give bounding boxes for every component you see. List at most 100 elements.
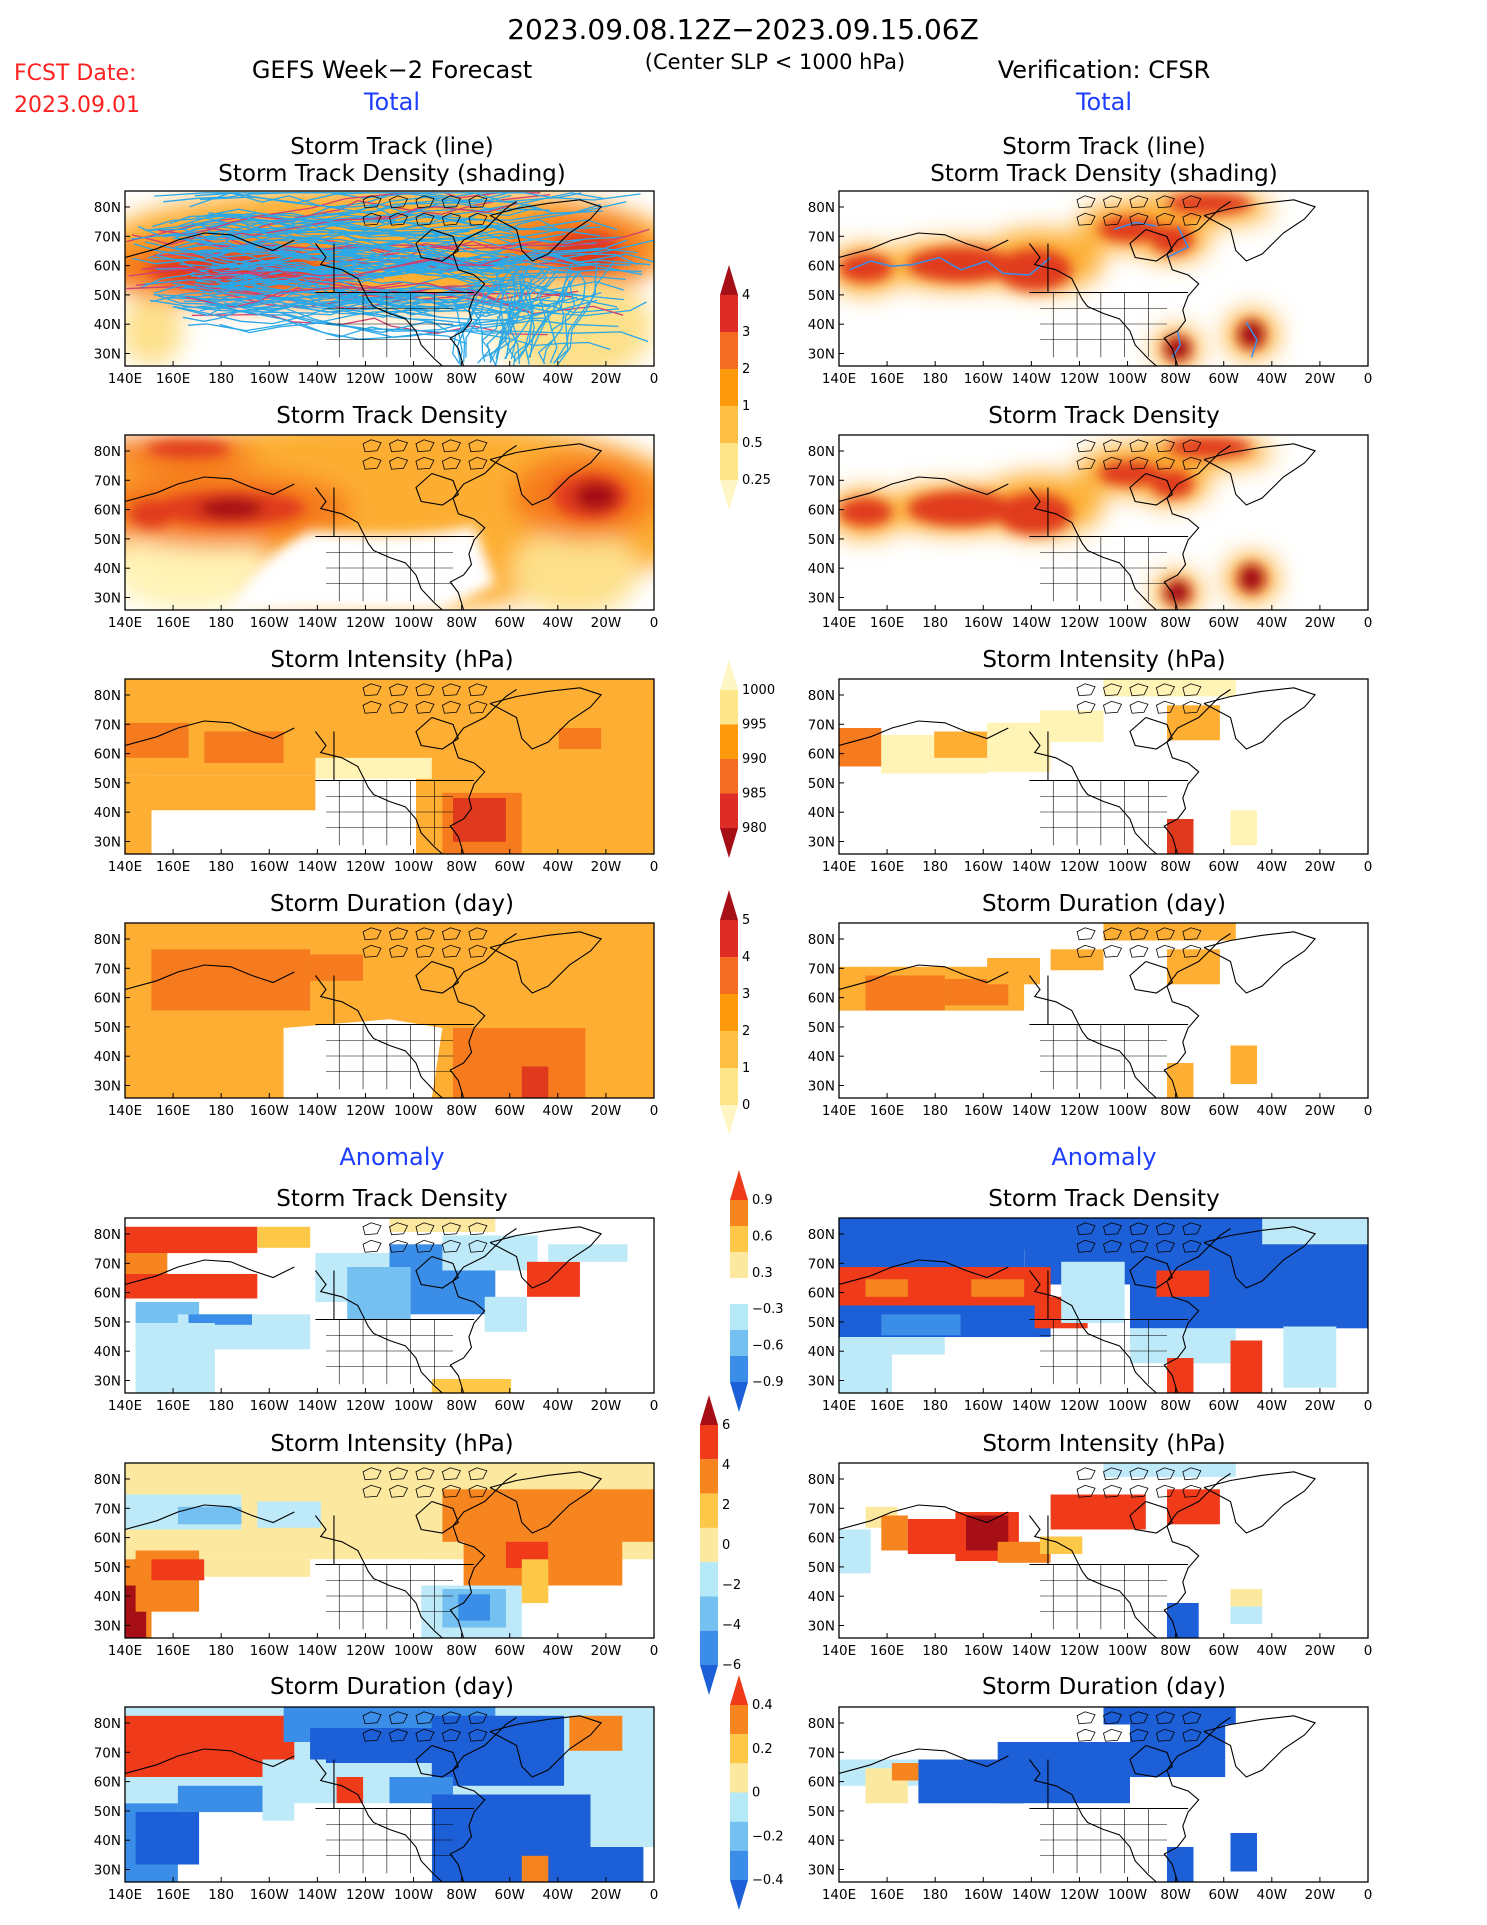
map-panels: 140E 160E 180 160W 140W 120W 100W 80W 60W 40W 20W 0… — [94, 190, 1373, 1903]
y-tick-label: 60N — [94, 1775, 121, 1791]
colorbar-label: 980 — [742, 821, 767, 836]
map-panel-td-gefs: 140E 160E 180 160W 140W 120W 100W 80W 60W 40W 20W 0… — [94, 434, 658, 631]
island-outline — [415, 1711, 435, 1725]
x-tick-label: 160E — [156, 1103, 190, 1119]
island-outline — [1129, 1222, 1149, 1236]
colorbar-segment — [720, 1068, 738, 1105]
colorbar-segment — [730, 1304, 748, 1330]
x-tick-label: 0 — [1364, 1398, 1373, 1414]
shade-cell — [521, 1559, 549, 1604]
y-tick-label: 50N — [808, 1560, 835, 1576]
x-tick-label: 60W — [494, 1887, 525, 1903]
axes: 140E 160E 180 160W 140W 120W 100W 80W 60W 40W 20W 0… — [94, 678, 658, 875]
island-outline — [1155, 195, 1175, 209]
x-tick-label: 120W — [346, 1887, 385, 1903]
island-outline — [1103, 456, 1123, 470]
map-panel-ai-gefs: 140E 160E 180 160W 140W 120W 100W 80W 60W 40W 20W 0… — [94, 1462, 658, 1659]
y-tick-label: 60N — [808, 1775, 835, 1791]
island-outline — [362, 683, 382, 697]
x-tick-label: 100W — [1108, 1103, 1147, 1119]
y-tick-label: 70N — [808, 229, 835, 245]
panel-frame — [838, 1217, 1369, 1394]
island-outline — [362, 700, 382, 714]
y-tick-label: 80N — [94, 1472, 121, 1488]
state-grid — [1040, 1808, 1167, 1874]
island-outline — [1076, 1484, 1096, 1498]
x-tick-label: 120W — [1060, 1398, 1099, 1414]
panel-content — [125, 435, 654, 610]
x-tick-label: 120W — [346, 615, 385, 631]
colorbar-label: 0 — [752, 1786, 760, 1801]
colorbar-label: 2 — [742, 362, 750, 377]
x-tick-label: 160E — [156, 615, 190, 631]
hudson-bay-outline — [415, 716, 459, 750]
shade-cell — [1130, 1724, 1226, 1777]
x-tick-label: 40W — [543, 859, 574, 875]
island-outline — [441, 1728, 461, 1742]
island-outline — [468, 1222, 488, 1236]
colorbars: 43210.50.2510009959909859805432100.90.60… — [700, 265, 784, 1910]
title-left-5: Storm Track Density — [276, 1186, 507, 1212]
y-tick-label: 80N — [94, 1716, 121, 1732]
y-tick-label: 30N — [808, 835, 835, 851]
x-tick-label: 40W — [543, 615, 574, 631]
x-tick-label: 120W — [346, 1103, 385, 1119]
island-outline — [1129, 1728, 1149, 1742]
island-outline — [1129, 439, 1149, 453]
hudson-bay-outline — [415, 1744, 459, 1778]
colorbar-label: 1 — [742, 1061, 750, 1076]
hudson-bay-outline — [415, 228, 459, 262]
x-tick-label: 120W — [346, 1643, 385, 1659]
shade-cell — [347, 1267, 411, 1320]
panel-content — [839, 1463, 1368, 1638]
state-grid — [326, 1319, 453, 1385]
x-tick-label: 120W — [1060, 859, 1099, 875]
coastlines — [125, 1222, 603, 1393]
colorbar-segment — [720, 443, 738, 480]
island-outline — [1182, 439, 1202, 453]
island-outline — [1103, 700, 1123, 714]
panel-content — [839, 191, 1368, 366]
x-tick-label: 60W — [494, 371, 525, 387]
alaska-outline — [125, 232, 295, 259]
island-outline — [362, 1222, 382, 1236]
coast-line — [1028, 933, 1231, 1098]
colorbar-label: 0.5 — [742, 436, 763, 451]
colorbar-label: −4 — [722, 1618, 741, 1633]
panel-frame — [838, 922, 1369, 1099]
map-panel-ti-gefs: 140E 160E 180 160W 140W 120W 100W 80W 60W 40W 20W 0… — [94, 678, 658, 875]
island-outline — [1155, 1728, 1175, 1742]
greenland-outline — [1203, 443, 1317, 506]
y-tick-label: 30N — [94, 835, 121, 851]
greenland-outline — [489, 1226, 603, 1289]
island-outline — [1076, 927, 1096, 941]
greenland-outline — [1203, 1471, 1317, 1534]
island-outline — [441, 439, 461, 453]
x-tick-label: 140W — [1012, 1398, 1051, 1414]
map-panel-adu-gefs: 140E 160E 180 160W 140W 120W 100W 80W 60W 40W 20W 0… — [94, 1706, 658, 1903]
panel-content — [839, 1218, 1368, 1393]
coast-line — [314, 689, 517, 854]
island-outline — [441, 195, 461, 209]
x-tick-label: 80W — [446, 371, 477, 387]
map-panel-ad-gefs: 140E 160E 180 160W 140W 120W 100W 80W 60W 40W 20W 0… — [94, 1217, 658, 1414]
y-tick-label: 30N — [94, 1619, 121, 1635]
x-tick-label: 20W — [591, 859, 622, 875]
island-outline — [1076, 1239, 1096, 1253]
shade-cell — [431, 1715, 565, 1786]
y-tick-label: 60N — [808, 747, 835, 763]
track-line — [1113, 221, 1157, 231]
shade-cell — [1103, 1707, 1236, 1725]
map-panel-tdu-cfsr: 140E 160E 180 160W 140W 120W 100W 80W 60W 40W 20W 0… — [808, 922, 1372, 1119]
panel-content — [125, 1463, 654, 1638]
x-tick-label: 40W — [543, 1887, 574, 1903]
x-tick-label: 140W — [298, 1887, 337, 1903]
alaska-outline — [125, 964, 295, 991]
right-total-heading: Total — [1075, 88, 1132, 116]
colorbar-total_density: 4 3 2 1 0.5 0.25 — [720, 265, 771, 510]
y-tick-label: 70N — [94, 1256, 121, 1272]
greenland-outline — [1203, 931, 1317, 994]
panel-titles: Storm Track (line) Storm Track Density (… — [218, 134, 1277, 1700]
island-outline — [441, 1222, 461, 1236]
x-tick-label: 0 — [650, 371, 659, 387]
